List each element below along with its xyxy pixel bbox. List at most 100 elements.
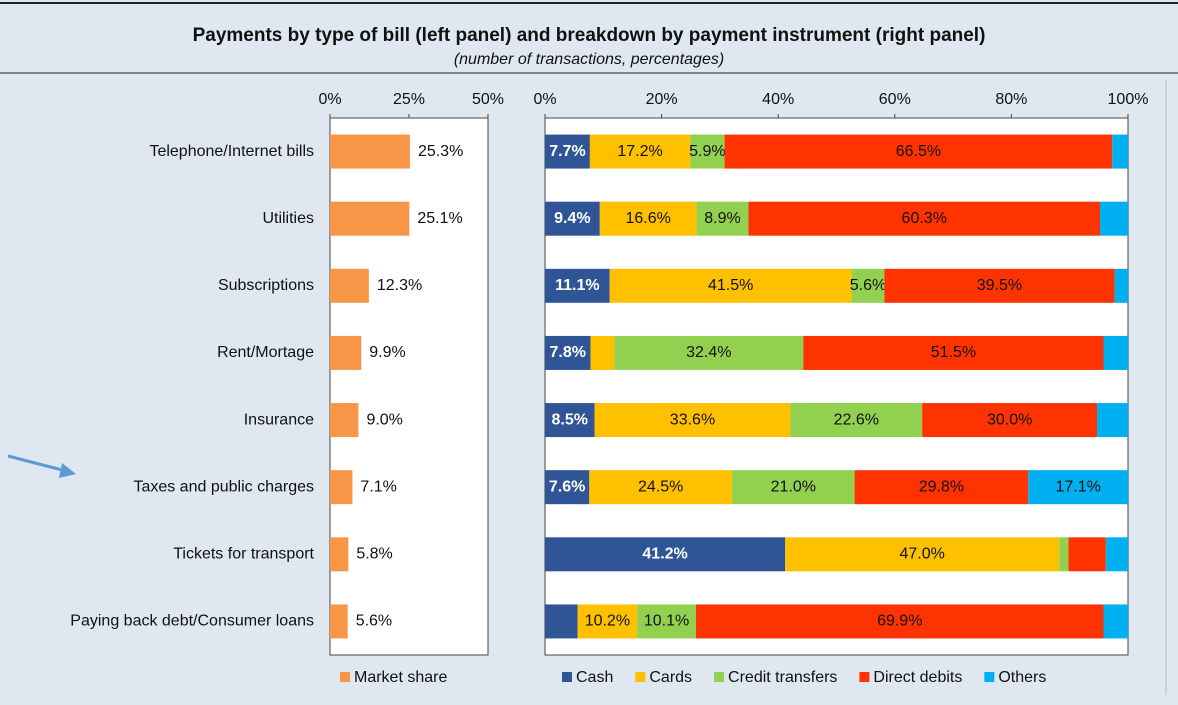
bar <box>330 134 410 169</box>
category-label: Insurance <box>244 411 314 428</box>
legend-swatch <box>984 672 995 682</box>
bar-segment <box>609 268 852 303</box>
bar-segment <box>614 335 804 370</box>
arrow-head <box>59 463 76 478</box>
category-label: Tickets for transport <box>173 546 314 563</box>
x-tick-label: 25% <box>393 91 425 108</box>
legend-label: Others <box>998 669 1046 686</box>
bar-segment <box>803 335 1104 370</box>
value-label: 7.8% <box>550 344 586 361</box>
legend-label: Cards <box>649 669 692 686</box>
arrow <box>7 454 67 473</box>
value-label: 24.5% <box>638 478 683 495</box>
value-label: 33.6% <box>670 411 715 428</box>
bar <box>330 335 362 370</box>
legend-label: Credit transfers <box>728 669 837 686</box>
bar-segment <box>1112 134 1128 169</box>
x-tick-label: 40% <box>762 91 794 108</box>
value-label: 39.5% <box>977 277 1022 294</box>
bar-segment <box>1105 537 1128 572</box>
value-label: 9.0% <box>366 411 402 428</box>
value-label: 5.6% <box>356 613 392 630</box>
bar-segment <box>732 470 855 505</box>
x-tick-label: 80% <box>995 91 1027 108</box>
legend-label: Cash <box>576 669 613 686</box>
legend-swatch <box>714 672 725 682</box>
value-label: 8.9% <box>704 210 740 227</box>
category-label: Utilities <box>262 210 314 227</box>
value-label: 51.5% <box>931 344 976 361</box>
bar-segment <box>785 537 1060 572</box>
value-label: 9.9% <box>369 344 405 361</box>
plot-area <box>329 117 489 656</box>
bar-segment <box>1114 268 1128 303</box>
bar-segment <box>790 403 923 438</box>
value-label: 5.8% <box>356 546 392 563</box>
value-label: 22.6% <box>834 411 879 428</box>
bar-segment <box>637 604 696 639</box>
x-tick-label: 0% <box>533 91 556 108</box>
bar-segment <box>854 470 1029 505</box>
category-label: Taxes and public charges <box>133 478 314 495</box>
bar <box>330 537 349 572</box>
value-label: 69.9% <box>877 613 922 630</box>
bar-segment <box>724 134 1113 169</box>
bar-segment <box>1100 201 1128 236</box>
legend-label: Market share <box>354 669 447 686</box>
value-label: 5.9% <box>689 143 725 160</box>
chart-title: Payments by type of bill (left panel) an… <box>193 25 986 46</box>
bar-segment <box>884 268 1115 303</box>
legend-swatch <box>340 672 350 682</box>
bar-segment <box>1103 604 1128 639</box>
bar-segment <box>851 268 885 303</box>
x-tick-label: 60% <box>879 91 911 108</box>
bar-segment <box>696 201 749 236</box>
value-label: 47.0% <box>900 546 945 563</box>
value-label: 21.0% <box>771 478 816 495</box>
value-label: 7.1% <box>360 478 396 495</box>
value-label: 66.5% <box>896 143 941 160</box>
category-label: Subscriptions <box>218 277 314 294</box>
bar-segment <box>545 335 591 370</box>
bar <box>330 604 348 639</box>
bar-segment <box>545 537 786 572</box>
bar-segment <box>599 201 697 236</box>
bar-segment <box>1059 537 1069 572</box>
value-label: 60.3% <box>902 210 947 227</box>
bar-segment <box>695 604 1104 639</box>
bar-segment <box>922 403 1098 438</box>
bar-segment <box>690 134 725 169</box>
value-label: 41.2% <box>642 546 687 563</box>
value-label: 9.4% <box>554 210 590 227</box>
bar-segment <box>1068 537 1106 572</box>
value-label: 25.3% <box>418 143 463 160</box>
value-label: 10.1% <box>644 613 689 630</box>
bar-segment <box>545 134 590 169</box>
value-label: 10.2% <box>585 613 630 630</box>
x-tick-label: 50% <box>472 91 504 108</box>
plot-area <box>544 117 1129 656</box>
x-tick-label: 20% <box>646 91 678 108</box>
value-label: 17.1% <box>1055 478 1100 495</box>
value-label: 29.8% <box>919 478 964 495</box>
legend-swatch <box>859 672 870 682</box>
value-label: 7.7% <box>549 143 585 160</box>
x-tick-label: 100% <box>1108 91 1149 108</box>
bar <box>330 403 359 438</box>
bar-segment <box>1103 335 1128 370</box>
category-label: Paying back debt/Consumer loans <box>70 613 314 630</box>
value-label: 32.4% <box>686 344 731 361</box>
category-label: Rent/Mortage <box>217 344 314 361</box>
bar-segment <box>545 201 600 236</box>
value-label: 11.1% <box>555 277 599 294</box>
bar-segment <box>1097 403 1128 438</box>
bar-segment <box>748 201 1101 236</box>
bar-segment <box>545 470 590 505</box>
x-tick-label: 0% <box>318 91 341 108</box>
bar <box>330 268 369 303</box>
value-label: 16.6% <box>626 210 671 227</box>
value-label: 5.6% <box>850 277 886 294</box>
bar-segment <box>545 604 578 639</box>
legend-label: Direct debits <box>873 669 962 686</box>
